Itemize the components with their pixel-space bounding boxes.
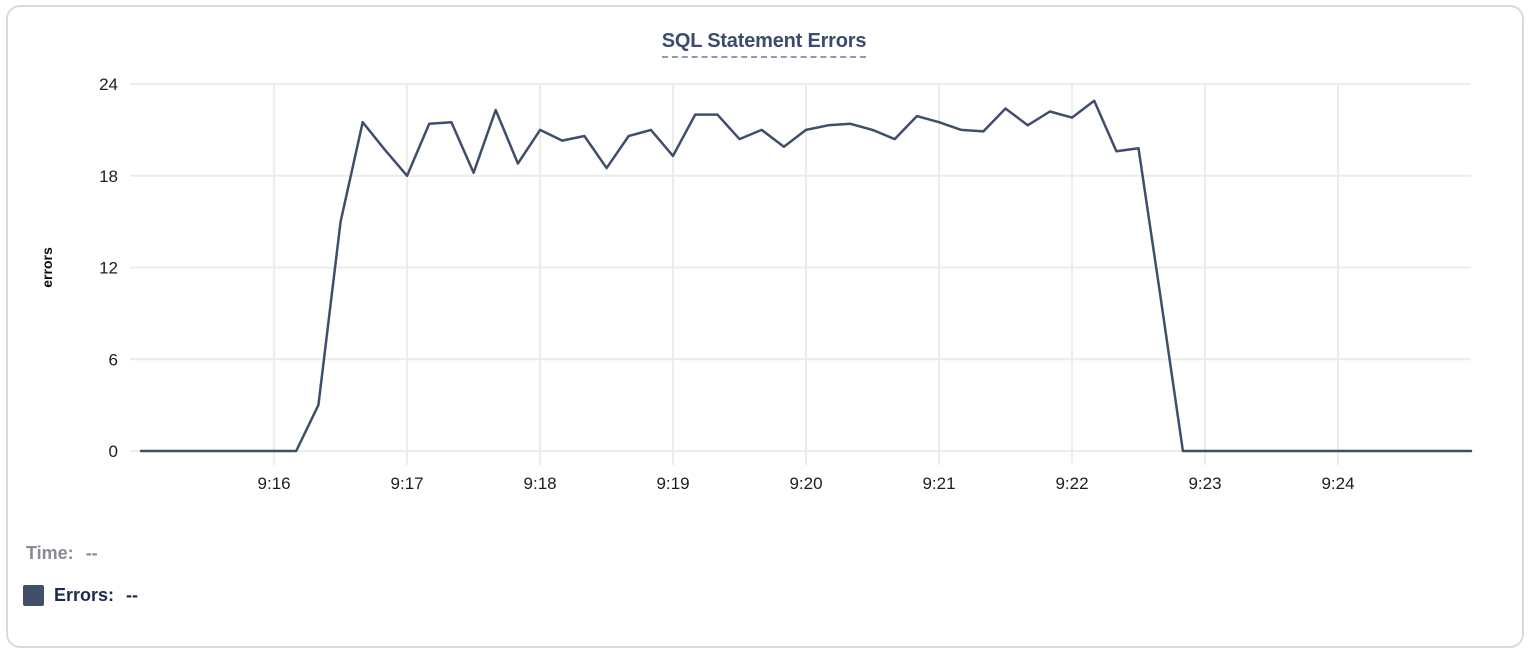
legend-errors-row: Errors: -- — [23, 585, 138, 606]
x-tick-label-9-18: 9:18 — [524, 474, 557, 493]
chart-title[interactable]: SQL Statement Errors — [661, 30, 866, 58]
y-tick-label-18: 18 — [99, 167, 118, 186]
time-label: Time: — [26, 543, 74, 563]
time-value: -- — [85, 543, 98, 563]
errors-value: -- — [126, 585, 139, 605]
errors-series-swatch — [23, 585, 44, 606]
x-tick-label-9-17: 9:17 — [391, 474, 424, 493]
y-tick-label-0: 0 — [109, 442, 118, 461]
errors-label: Errors: — [54, 585, 115, 605]
chart-header: SQL Statement Errors — [0, 30, 1528, 58]
sql-statement-errors-chart[interactable]: 0 6 12 18 24 9:16 9:17 9:18 9:19 9:20 9:21 9:22 9:23… — [0, 0, 1528, 510]
x-tick-label-9-22: 9:22 — [1055, 474, 1088, 493]
errors-series-line — [139, 99, 1473, 453]
x-tick-label-9-23: 9:23 — [1188, 474, 1221, 493]
x-tick-label-9-24: 9:24 — [1321, 474, 1354, 493]
chart-card — [6, 5, 1524, 648]
y-tick-label-12: 12 — [99, 259, 118, 278]
y-tick-label-24: 24 — [99, 75, 118, 94]
x-tick-label-9-20: 9:20 — [789, 474, 822, 493]
hover-readout-time: Time: -- — [26, 543, 98, 564]
x-tick-label-9-21: 9:21 — [922, 474, 955, 493]
y-axis-title: errors — [39, 247, 55, 288]
x-tick-label-9-19: 9:19 — [656, 474, 689, 493]
x-tick-label-9-16: 9:16 — [258, 474, 291, 493]
y-tick-label-6: 6 — [109, 350, 118, 369]
